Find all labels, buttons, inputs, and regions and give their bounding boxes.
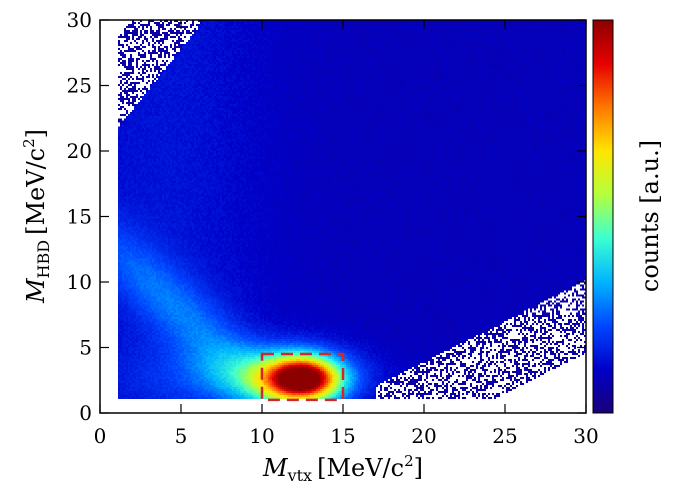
region-box	[260, 352, 345, 402]
x-axis-label: Mvtx [MeV/c2]	[262, 452, 423, 485]
y-tick-label: 25	[67, 74, 92, 98]
y-axis-label: MHBD[MeV/c2]	[20, 129, 53, 304]
y-tick-label: 20	[67, 139, 92, 163]
y-tick-label: 10	[67, 270, 92, 294]
heatmap-image	[100, 20, 586, 413]
x-tick-label: 5	[175, 424, 188, 448]
x-tick-label: 10	[249, 424, 274, 448]
y-tick-label: 15	[67, 205, 92, 229]
x-tick-label: 0	[94, 424, 107, 448]
x-tick-label: 30	[573, 424, 598, 448]
y-axis: 0 5 10 15 20 25 30	[67, 8, 586, 425]
x-tick-label: 25	[492, 424, 517, 448]
x-axis: 0 5 10 15 20 25 30	[94, 20, 599, 448]
y-tick-label: 5	[79, 336, 92, 360]
y-tick-label: 30	[67, 8, 92, 32]
colorbar	[592, 19, 614, 414]
y-tick-label: 0	[79, 401, 92, 425]
x-tick-label: 20	[411, 424, 436, 448]
colorbar-label: counts [a.u.]	[636, 140, 664, 292]
x-tick-label: 15	[330, 424, 355, 448]
